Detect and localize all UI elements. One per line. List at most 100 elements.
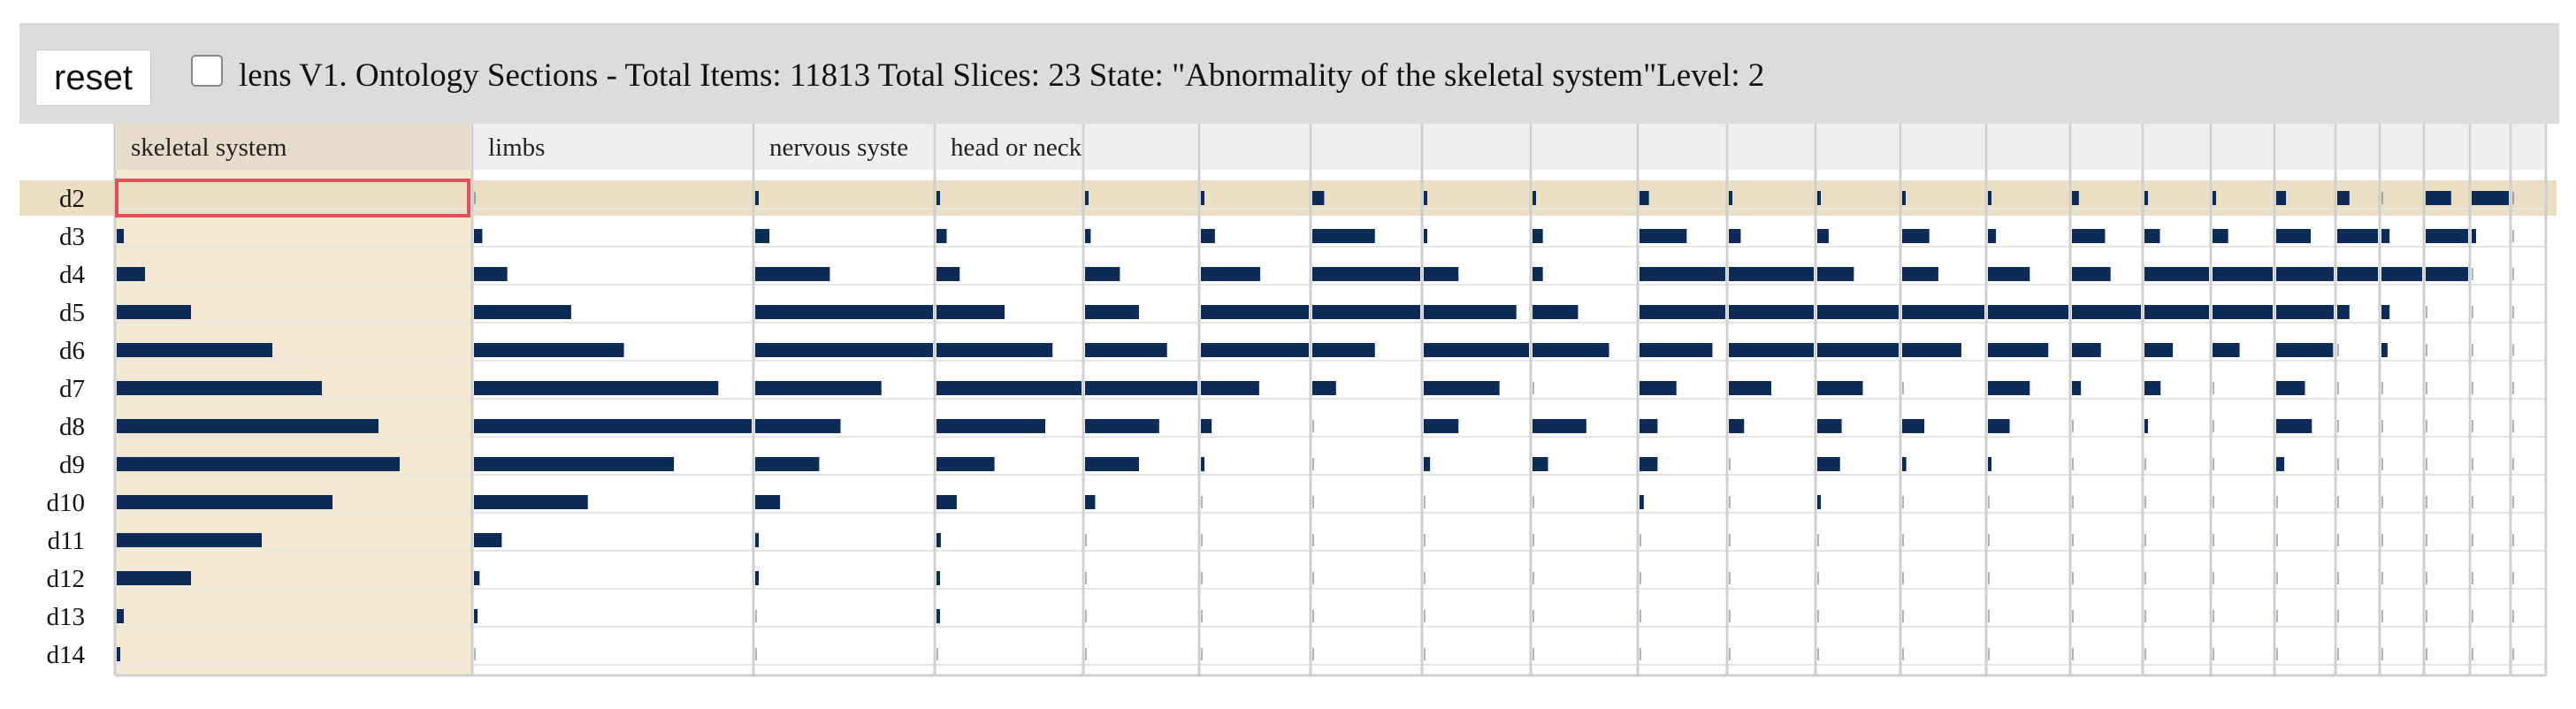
bar bbox=[1817, 381, 1863, 395]
bar-stub bbox=[1201, 648, 1203, 660]
bar bbox=[2213, 191, 2216, 205]
bar bbox=[117, 381, 322, 395]
row-label: d3 bbox=[59, 223, 85, 251]
selected-row-highlight bbox=[19, 180, 2557, 216]
row-label: d13 bbox=[47, 603, 86, 631]
column-header bbox=[2072, 124, 2141, 170]
bar bbox=[2337, 267, 2378, 281]
bar bbox=[1640, 495, 1644, 509]
bar-stub bbox=[1729, 496, 1731, 508]
bar bbox=[1424, 419, 1459, 433]
bar bbox=[755, 191, 759, 205]
column-header bbox=[2512, 124, 2544, 170]
column-header bbox=[1312, 124, 1420, 170]
bar bbox=[1640, 381, 1677, 395]
bar bbox=[1817, 305, 1899, 319]
bar bbox=[1902, 305, 1984, 319]
column-header bbox=[1817, 124, 1899, 170]
bar-stub bbox=[2512, 496, 2514, 508]
bar bbox=[1640, 267, 1725, 281]
bar-stub bbox=[2512, 458, 2514, 470]
bar bbox=[1533, 419, 1586, 433]
column-header bbox=[936, 124, 1082, 170]
bar bbox=[117, 305, 191, 319]
bar-stub bbox=[1817, 648, 1819, 660]
bar-stub bbox=[1201, 496, 1203, 508]
bar-stub bbox=[1729, 610, 1731, 622]
bar-stub bbox=[1902, 382, 1904, 394]
bar-stub bbox=[1424, 534, 1426, 546]
bar bbox=[117, 533, 262, 547]
bar bbox=[2276, 381, 2305, 395]
bar bbox=[2337, 305, 2350, 319]
bar-stub bbox=[1817, 572, 1819, 584]
bar-stub bbox=[2426, 610, 2427, 622]
bar-stub bbox=[1533, 534, 1534, 546]
bar-stub bbox=[1533, 382, 1534, 394]
bar-stub bbox=[1201, 610, 1203, 622]
bar bbox=[1729, 191, 1732, 205]
bar bbox=[936, 229, 947, 243]
bar bbox=[1312, 381, 1336, 395]
reset-button[interactable]: reset bbox=[35, 50, 151, 106]
bar bbox=[936, 267, 960, 281]
bar-stub bbox=[2381, 420, 2383, 432]
bar-stub bbox=[1312, 534, 1314, 546]
bar bbox=[1085, 495, 1096, 509]
bar bbox=[755, 305, 933, 319]
bar-stub bbox=[1817, 610, 1819, 622]
bar bbox=[1902, 191, 1906, 205]
bar bbox=[1201, 381, 1259, 395]
bar bbox=[1902, 229, 1930, 243]
bar-stub bbox=[2426, 496, 2427, 508]
bar-stub bbox=[2213, 496, 2214, 508]
bar-stub bbox=[2472, 534, 2473, 546]
bar bbox=[2426, 191, 2451, 205]
bar-stub bbox=[1902, 610, 1904, 622]
bar-stub bbox=[1424, 496, 1426, 508]
bar bbox=[117, 267, 145, 281]
bar bbox=[1729, 305, 1814, 319]
column-header bbox=[1201, 124, 1309, 170]
column-header bbox=[1424, 124, 1529, 170]
bar bbox=[1201, 457, 1204, 471]
bar-stub bbox=[2337, 458, 2339, 470]
bar bbox=[2337, 229, 2378, 243]
bar-stub bbox=[1988, 572, 1990, 584]
bar-stub bbox=[1988, 648, 1990, 660]
bar bbox=[1640, 191, 1649, 205]
bar bbox=[1988, 229, 1997, 243]
bar bbox=[117, 647, 120, 661]
bar-stub bbox=[1312, 496, 1314, 508]
bar bbox=[1988, 343, 2049, 357]
bar-stub bbox=[2381, 648, 2383, 660]
bar bbox=[1201, 267, 1261, 281]
bar bbox=[1312, 191, 1325, 205]
bar-stub bbox=[1533, 648, 1534, 660]
bar-stub bbox=[1902, 572, 1904, 584]
bar-stub bbox=[1312, 610, 1314, 622]
bar-stub bbox=[1902, 496, 1904, 508]
bar bbox=[117, 229, 124, 243]
bar bbox=[2213, 267, 2273, 281]
bar-stub bbox=[2381, 610, 2383, 622]
bar bbox=[1533, 305, 1578, 319]
bar bbox=[1312, 229, 1375, 243]
bar bbox=[2144, 267, 2209, 281]
bar bbox=[1988, 381, 2030, 395]
bar-stub bbox=[2337, 534, 2339, 546]
bar bbox=[755, 229, 770, 243]
bar-stub bbox=[1640, 648, 1641, 660]
bar bbox=[2144, 229, 2160, 243]
bar bbox=[755, 343, 933, 357]
lens-checkbox[interactable] bbox=[191, 55, 223, 87]
bar-stub bbox=[1729, 458, 1731, 470]
bar-stub bbox=[2472, 344, 2473, 356]
bar-stub bbox=[2337, 382, 2339, 394]
bar bbox=[1817, 457, 1840, 471]
bar-stub bbox=[2144, 496, 2146, 508]
bar bbox=[1201, 191, 1204, 205]
bar bbox=[1085, 457, 1139, 471]
bar bbox=[2472, 229, 2477, 243]
